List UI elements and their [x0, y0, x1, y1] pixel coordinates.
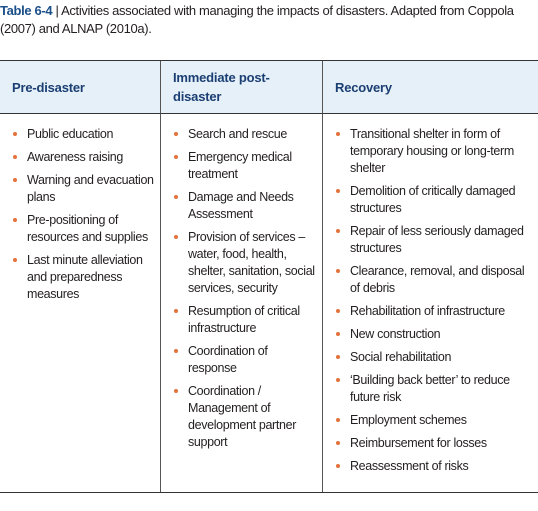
bullet-list: Search and rescue Emergency medical treat…: [171, 126, 316, 451]
bullet-item: Last minute alleviation and preparedness…: [10, 252, 154, 303]
bullet-list: Public education Awareness raising Warning…: [10, 126, 154, 303]
bullet-item: Pre-positioning of resources and supplie…: [10, 212, 154, 246]
bullet-item: Public education: [10, 126, 154, 143]
bullet-item: Demolition of critically damaged structu…: [333, 183, 532, 217]
bullet-item: Social rehabilitation: [333, 349, 532, 366]
bullet-item: Transitional shelter in form of temporar…: [333, 126, 532, 177]
bullet-item: Damage and Needs Assessment: [171, 189, 316, 223]
bullet-item: Reimbursement for losses: [333, 435, 532, 452]
column-header: Immediate post-disaster: [160, 61, 322, 114]
column-body: Transitional shelter in form of temporar…: [322, 114, 538, 492]
caption: Table 6-4 | Activities associated with m…: [0, 2, 536, 38]
caption-text: | Activities associated with managing th…: [0, 3, 514, 36]
bullet-item: New construction: [333, 326, 532, 343]
bullet-item: Provision of services – water, food, hea…: [171, 229, 316, 297]
bullet-item: Rehabilitation of infrastructure: [333, 303, 532, 320]
header-text: Recovery: [335, 79, 392, 95]
column-body: Public education Awareness raising Warning…: [0, 114, 160, 492]
bullet-item: Resumption of critical infrastructure: [171, 303, 316, 337]
bullet-item: Warning and evacuation plans: [10, 172, 154, 206]
bullet-item: Clearance, removal, and disposal of debr…: [333, 263, 532, 297]
table: Pre-disaster Immediate post-disaster Recov…: [0, 60, 538, 493]
bullet-item: Repair of less seriously damaged structu…: [333, 223, 532, 257]
column-body: Search and rescue Emergency medical treat…: [160, 114, 322, 492]
bullet-item: Reassessment of risks: [333, 458, 532, 475]
bullet-item: Search and rescue: [171, 126, 316, 143]
bullet-item: ‘Building back better’ to reduce future …: [333, 372, 532, 406]
column-header: Recovery: [322, 61, 538, 114]
caption-label: Table 6-4: [0, 3, 53, 18]
bullet-item: Employment schemes: [333, 412, 532, 429]
bullet-item: Coordination / Management of development…: [171, 383, 316, 451]
header-text: Pre-disaster: [12, 79, 85, 95]
bullet-item: Emergency medical treatment: [171, 149, 316, 183]
column-header: Pre-disaster: [0, 61, 160, 114]
bullet-item: Awareness raising: [10, 149, 154, 166]
header-text: Immediate post-disaster: [173, 70, 270, 104]
bullet-list: Transitional shelter in form of temporar…: [333, 126, 532, 475]
bullet-item: Coordination of response: [171, 343, 316, 377]
